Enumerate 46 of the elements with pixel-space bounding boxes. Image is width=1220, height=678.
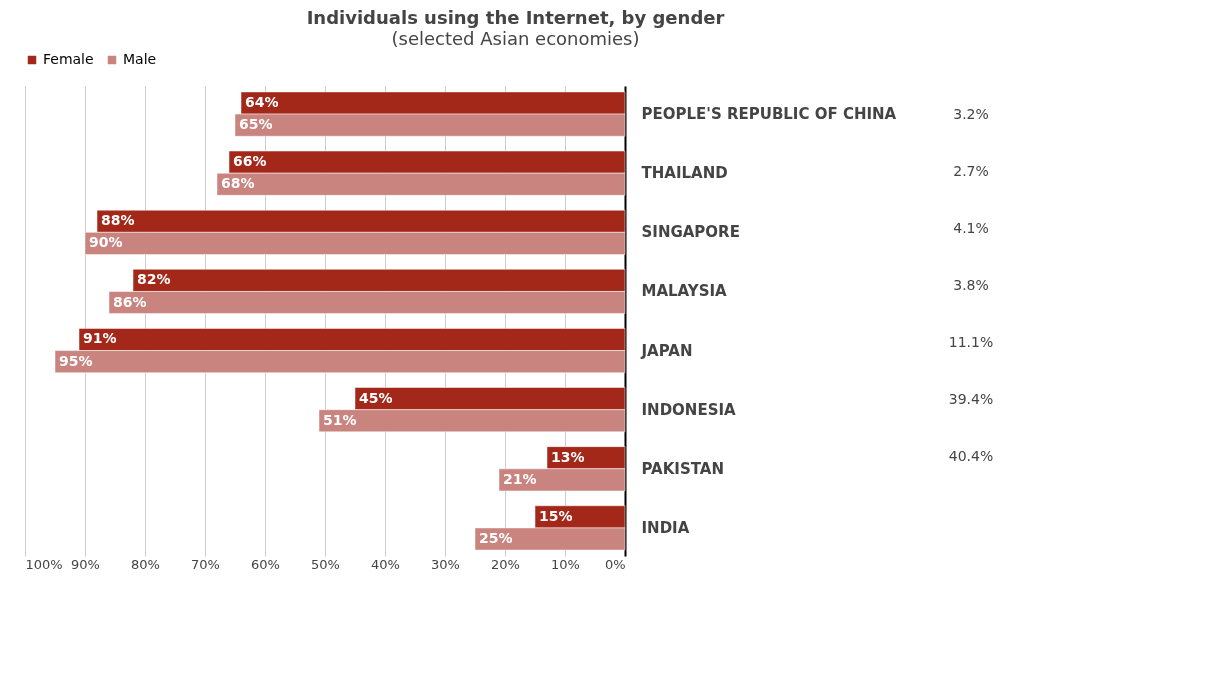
y-tick-label: MALAYSIA — [641, 282, 728, 301]
data-label: 21% — [503, 470, 537, 487]
data-label: 66% — [233, 153, 267, 170]
text: 3.2% — [953, 105, 989, 122]
data-label: 95% — [59, 352, 93, 369]
data-label: 64% — [245, 94, 279, 110]
text: 11.1% — [948, 334, 994, 351]
chart-subtitle: (selected Asian economies) — [391, 28, 640, 49]
x-tick-label: 30% — [431, 556, 460, 572]
text: 4.1% — [953, 219, 989, 236]
y-tick-label: SINGAPORE — [641, 223, 740, 242]
data-label: 15% — [539, 507, 573, 524]
y-tick-label: PAKISTAN — [641, 459, 724, 478]
data-label: 86% — [113, 293, 147, 310]
text: 39.4% — [948, 391, 994, 408]
data-label: 45% — [359, 389, 393, 406]
y-tick-label: INDONESIA — [641, 400, 737, 419]
text: 3.8% — [953, 277, 989, 293]
x-tick-label: 50% — [311, 556, 340, 572]
data-label: 65% — [239, 116, 273, 133]
data-label: 91% — [83, 330, 117, 347]
legend-label: Male — [123, 51, 157, 67]
data-label: 13% — [551, 448, 585, 465]
text: 40.4% — [948, 448, 994, 465]
y-tick-label: PEOPLE'S REPUBLIC OF CHINA — [641, 105, 897, 124]
x-tick-label: 80% — [131, 556, 160, 572]
y-tick-label: THAILAND — [641, 164, 728, 183]
x-tick-label: 10% — [551, 556, 580, 572]
data-label: 90% — [89, 234, 123, 251]
data-label: 82% — [137, 271, 171, 288]
legend-label: Female — [43, 51, 94, 67]
x-tick-label: 20% — [491, 556, 520, 572]
x-tick-label: 60% — [251, 556, 280, 572]
x-tick-label: 40% — [371, 556, 400, 572]
chart-title: Individuals using the Internet, by gender — [306, 7, 725, 28]
data-label: 51% — [323, 411, 357, 428]
text: 2.7% — [953, 162, 989, 179]
y-tick-label: INDIA — [641, 518, 690, 537]
x-tick-label: 70% — [191, 556, 220, 572]
y-tick-label: JAPAN — [640, 341, 693, 360]
x-tick-label: 0% — [604, 556, 626, 572]
data-label: 25% — [479, 530, 513, 546]
x-tick-label: 100% — [25, 556, 63, 572]
data-label: 68% — [221, 175, 255, 192]
data-label: 88% — [101, 212, 135, 229]
x-tick-label: 90% — [71, 556, 100, 572]
